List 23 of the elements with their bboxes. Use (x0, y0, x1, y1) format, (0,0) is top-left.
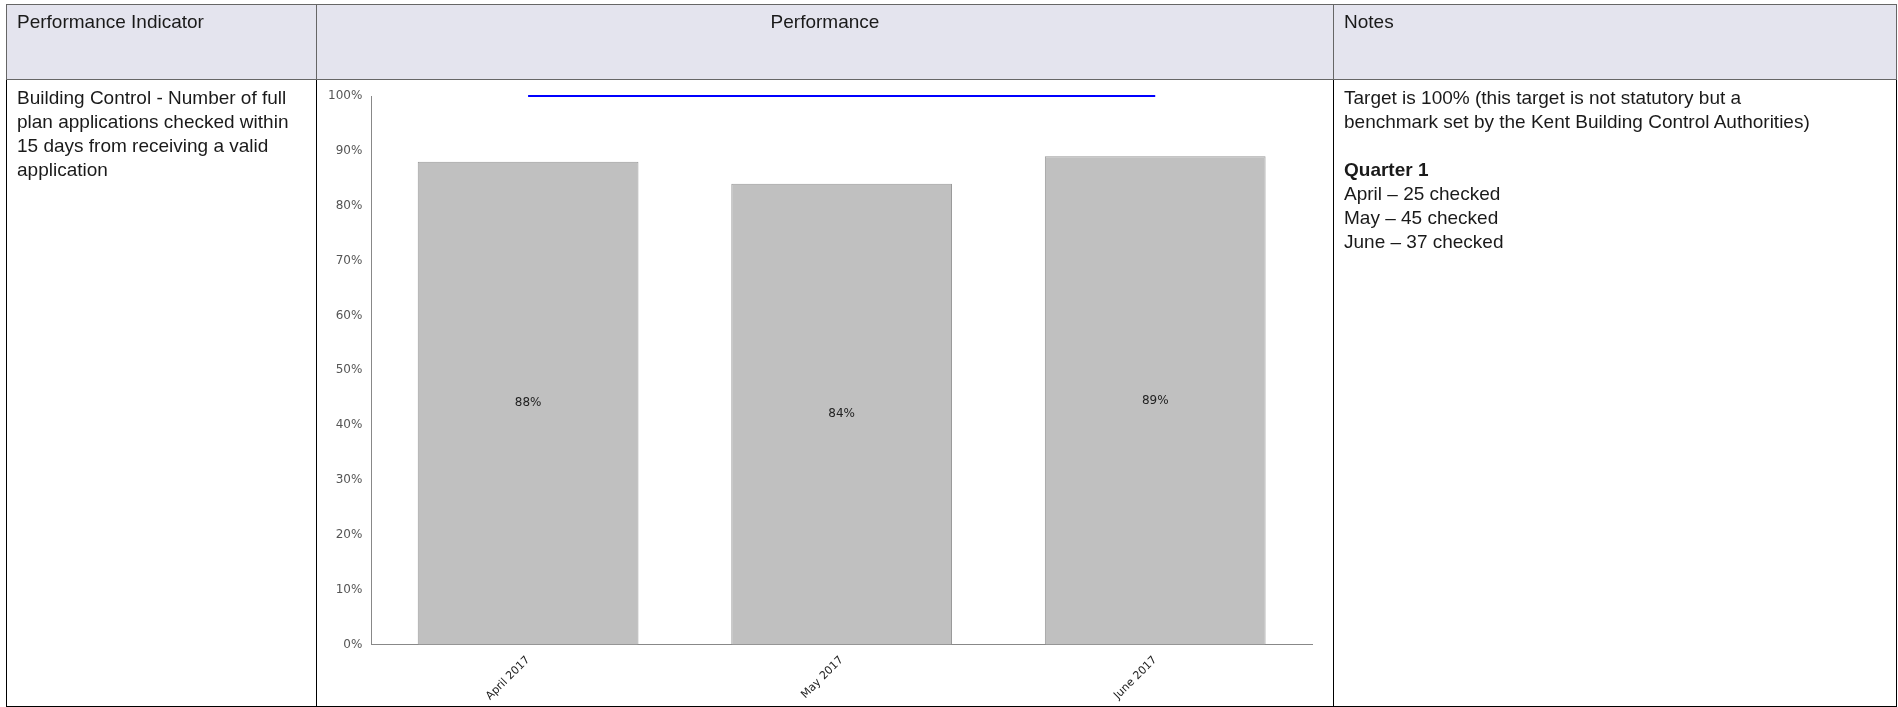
text: Notes (1333, 4, 1897, 80)
data-label: 89% (1141, 392, 1169, 407)
y-tick-label: 70% (335, 252, 363, 267)
y-tick-label: 10% (335, 581, 363, 596)
text: Performance Indicator (6, 4, 317, 80)
y-tick-label: 100% (327, 88, 363, 103)
y-tick-label: 40% (335, 417, 363, 432)
y-tick-label: 30% (335, 472, 363, 487)
data-label: 84% (828, 406, 855, 421)
text: Building Control - Number of full plan applications checked within 15 days from receiving a valid application (6, 79, 317, 707)
text: June – 37 checked (1344, 230, 1505, 254)
y-tick-label: 20% (335, 527, 363, 542)
y-tick-label: 0% (343, 636, 363, 651)
y-tick-label: 50% (335, 362, 363, 377)
data-label: 88% (514, 395, 542, 410)
y-tick-label: 80% (335, 197, 363, 212)
text: Quarter 1 (1344, 158, 1430, 182)
y-tick-label: 90% (335, 142, 363, 157)
text: May – 45 checked (1344, 206, 1500, 230)
text: April – 25 checked (1344, 182, 1502, 206)
y-tick-label: 60% (335, 307, 363, 322)
text: Target is 100% (this target is not statutory but a benchmark set by the Kent Building Control Authorities) (1344, 86, 1811, 134)
chart-title: Performance (316, 4, 1334, 80)
